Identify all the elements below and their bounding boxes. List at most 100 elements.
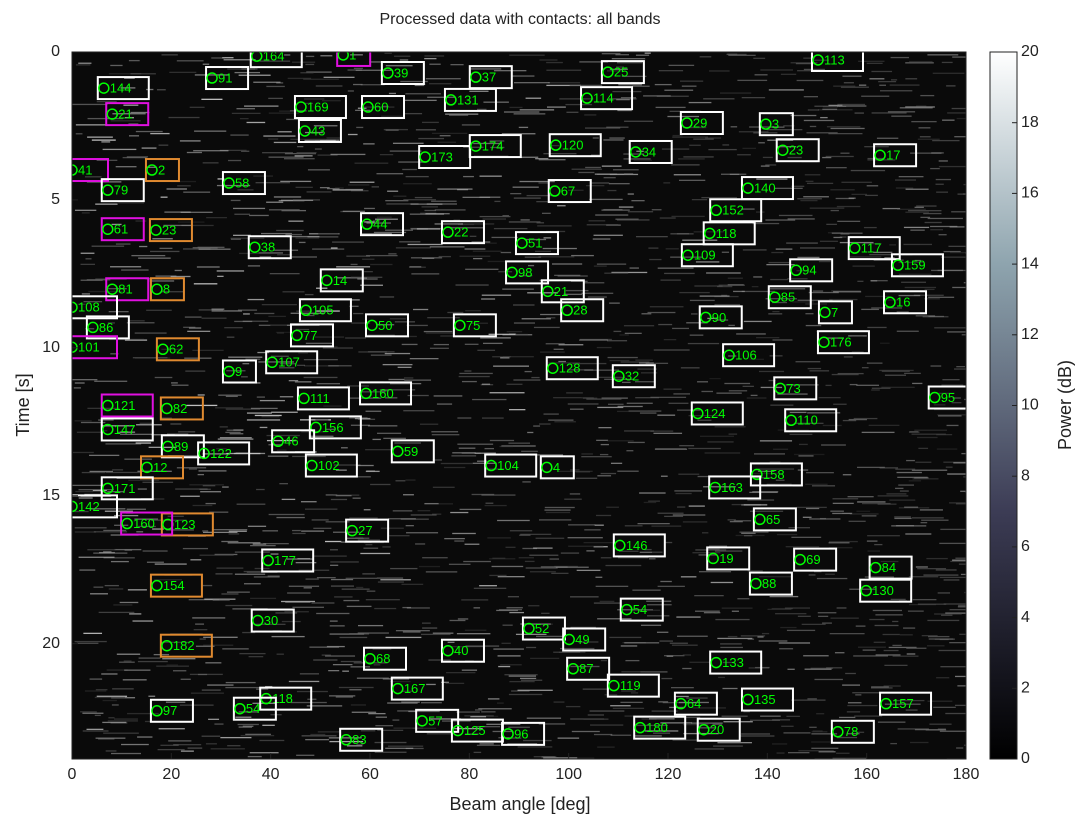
noise-streak — [375, 752, 407, 753]
noise-streak — [761, 387, 782, 388]
contact-label: 51 — [528, 236, 542, 251]
noise-streak — [429, 64, 440, 65]
noise-streak — [566, 706, 580, 707]
noise-streak — [502, 288, 534, 289]
noise-streak — [791, 537, 821, 538]
noise-streak — [383, 438, 406, 439]
noise-streak — [520, 534, 551, 535]
noise-streak — [403, 631, 421, 632]
noise-streak — [804, 96, 818, 97]
noise-streak — [101, 673, 117, 674]
noise-streak — [812, 485, 835, 486]
noise-streak — [706, 272, 741, 273]
noise-streak — [777, 752, 785, 753]
contact-label: 110 — [797, 413, 818, 428]
noise-streak — [256, 182, 290, 183]
contact-label: 37 — [482, 70, 496, 85]
noise-streak — [890, 743, 897, 744]
noise-streak — [544, 509, 570, 510]
noise-streak — [328, 365, 351, 366]
noise-streak — [341, 661, 362, 662]
noise-streak — [292, 530, 301, 531]
noise-streak — [494, 70, 526, 71]
noise-streak — [862, 367, 869, 368]
noise-streak — [269, 209, 300, 210]
noise-streak — [138, 258, 171, 259]
contact-label: 21 — [118, 107, 132, 122]
noise-streak — [753, 223, 780, 224]
noise-streak — [595, 214, 628, 215]
noise-streak — [479, 585, 497, 586]
noise-streak — [817, 578, 847, 579]
noise-streak — [829, 299, 857, 300]
noise-streak — [765, 219, 795, 220]
noise-streak — [867, 185, 878, 186]
noise-streak — [465, 310, 481, 311]
noise-streak — [657, 415, 675, 416]
noise-streak — [173, 670, 186, 671]
noise-streak — [607, 190, 616, 191]
noise-streak — [624, 430, 654, 431]
noise-streak — [510, 530, 532, 531]
noise-streak — [618, 84, 642, 85]
noise-streak — [234, 214, 250, 215]
noise-streak — [617, 62, 642, 63]
noise-streak — [885, 375, 906, 376]
noise-streak — [268, 456, 289, 457]
noise-streak — [808, 109, 819, 110]
noise-streak — [332, 241, 364, 242]
noise-streak — [752, 286, 759, 287]
noise-streak — [185, 316, 202, 317]
noise-streak — [345, 337, 366, 338]
noise-streak — [883, 634, 900, 635]
noise-streak — [400, 59, 408, 60]
noise-streak — [129, 135, 139, 136]
noise-streak — [908, 210, 941, 211]
noise-streak — [720, 92, 751, 93]
noise-streak — [947, 425, 959, 426]
noise-streak — [358, 625, 383, 626]
noise-streak — [596, 586, 629, 587]
noise-streak — [492, 237, 518, 238]
noise-streak — [884, 665, 907, 666]
noise-streak — [367, 591, 376, 592]
noise-streak — [260, 400, 285, 401]
noise-streak — [213, 529, 248, 530]
noise-streak — [474, 752, 482, 753]
noise-streak — [146, 310, 172, 311]
noise-streak — [350, 666, 369, 667]
noise-streak — [503, 356, 534, 357]
noise-streak — [517, 690, 552, 691]
noise-streak — [389, 535, 409, 536]
noise-streak — [603, 209, 622, 210]
noise-streak — [546, 512, 570, 513]
noise-streak — [839, 717, 855, 718]
contact-label: 2 — [158, 162, 165, 177]
noise-streak — [830, 633, 865, 634]
noise-streak — [422, 122, 439, 123]
noise-streak — [473, 258, 482, 259]
noise-streak — [867, 327, 886, 328]
noise-streak — [235, 717, 251, 718]
noise-streak — [415, 197, 433, 198]
noise-streak — [92, 139, 116, 140]
noise-streak — [408, 244, 443, 245]
noise-streak — [509, 221, 541, 222]
noise-streak — [819, 751, 836, 752]
noise-streak — [682, 668, 691, 669]
noise-streak — [672, 328, 689, 329]
noise-streak — [211, 57, 225, 58]
noise-streak — [749, 492, 777, 493]
noise-streak — [96, 689, 108, 690]
noise-streak — [227, 745, 240, 746]
noise-streak — [744, 321, 772, 322]
noise-streak — [87, 729, 104, 730]
noise-streak — [851, 170, 885, 171]
noise-streak — [894, 518, 911, 519]
noise-streak — [518, 746, 553, 747]
contact-label: 28 — [573, 303, 587, 318]
noise-streak — [936, 179, 951, 180]
noise-streak — [897, 209, 926, 210]
noise-streak — [81, 253, 95, 254]
noise-streak — [95, 697, 125, 698]
